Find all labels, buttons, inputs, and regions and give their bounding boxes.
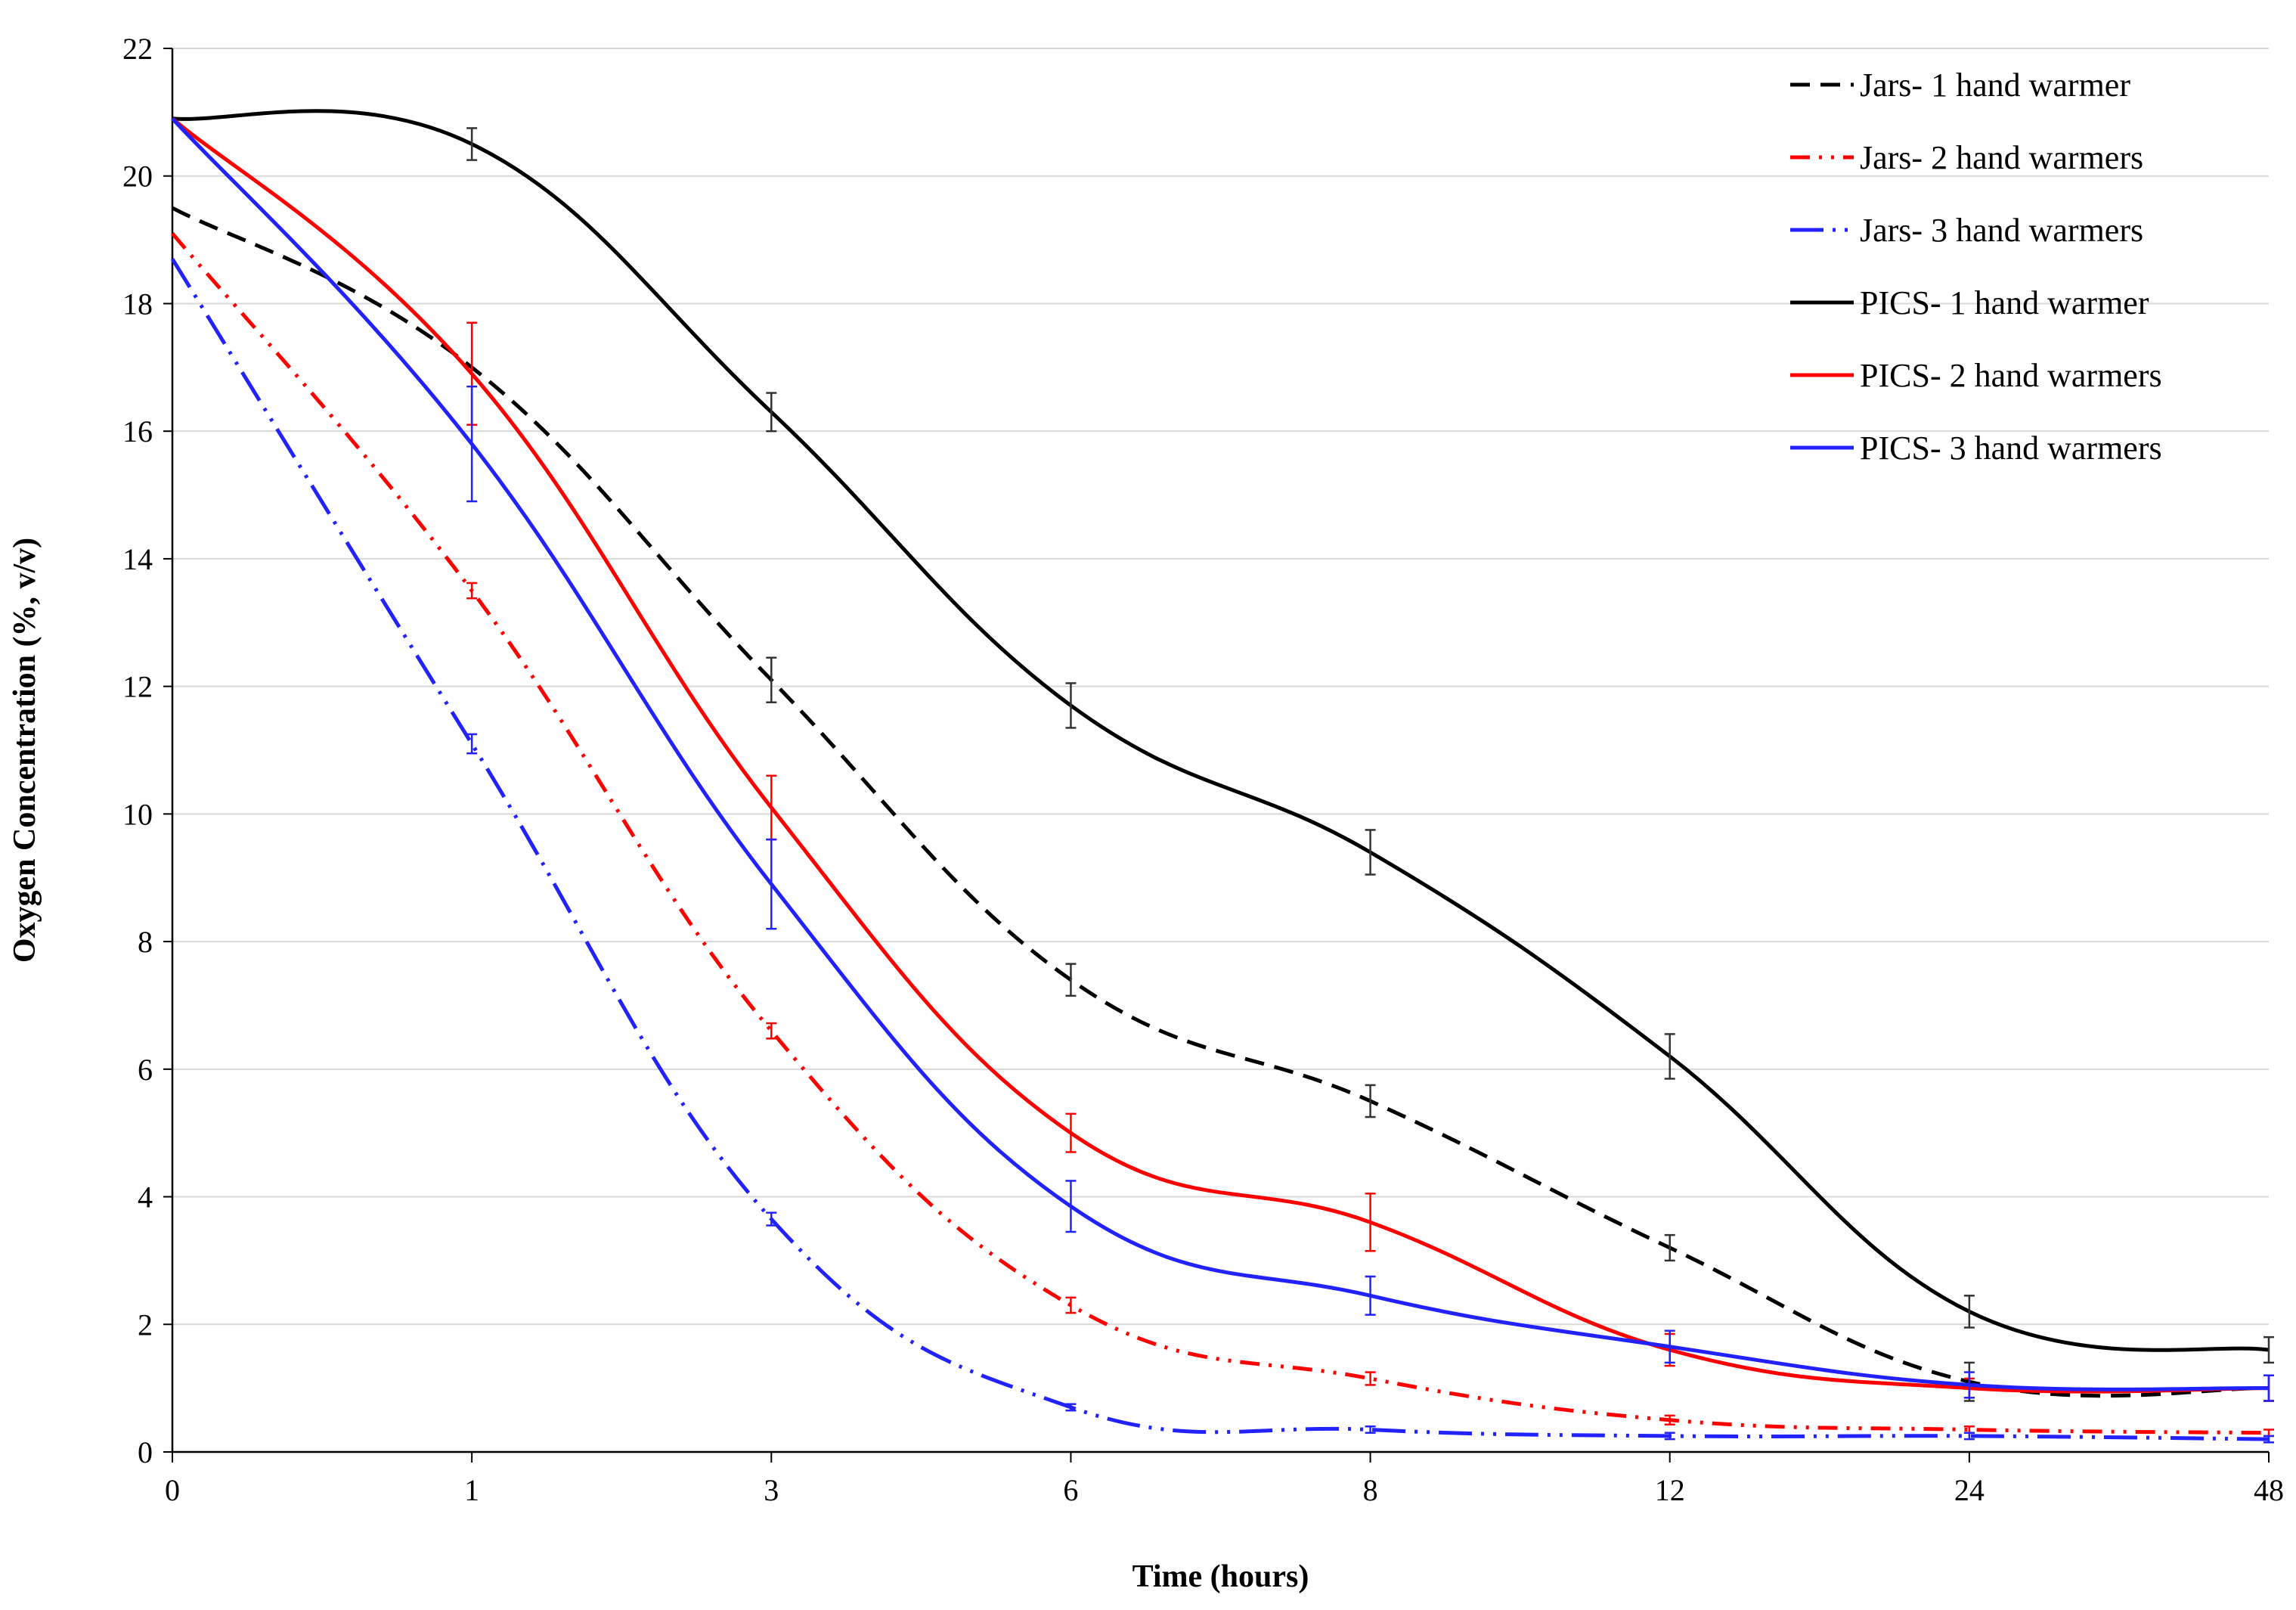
x-axis-title: Time (hours)	[1133, 1559, 1309, 1594]
error-bar-pics-1-hand-warmer-24	[1963, 1295, 1975, 1329]
error-bar-jars-3-hand-warmers-6	[1065, 1403, 1077, 1412]
x-tick-label-24: 24	[1954, 1473, 1985, 1507]
error-bar-pics-3-hand-warmers-12	[1664, 1329, 1675, 1364]
error-bar-jars-1-hand-warmer-6	[1065, 963, 1077, 997]
legend: Jars- 1 hand warmer Jars- 2 hand warmers J…	[1790, 67, 2162, 467]
error-bar-pics-2-hand-warmers-3	[766, 774, 777, 841]
x-tick-label-3: 3	[764, 1473, 779, 1507]
legend-item-pics-2-hand-warmers: PICS- 2 hand warmers	[1790, 357, 2162, 394]
error-bar-jars-3-hand-warmers-8	[1365, 1425, 1376, 1434]
x-tick-label-1: 1	[464, 1473, 479, 1507]
x-tick-label-48: 48	[2254, 1473, 2284, 1507]
error-bar-pics-2-hand-warmers-6	[1065, 1112, 1077, 1153]
error-bar-jars-3-hand-warmers-3	[766, 1211, 777, 1227]
error-bar-jars-2-hand-warmers-1	[466, 582, 478, 600]
series-line-pics-1-hand-warmer	[172, 109, 2270, 1352]
grid-lines	[172, 48, 2269, 1326]
error-bar-pics-1-hand-warmer-8	[1365, 829, 1376, 876]
error-bar-jars-2-hand-warmers-3	[766, 1022, 777, 1040]
error-bar-jars-3-hand-warmers-48	[2263, 1435, 2274, 1444]
error-bar-pics-1-hand-warmer-1	[466, 127, 478, 161]
error-bar-jars-3-hand-warmers-24	[1963, 1432, 1975, 1441]
error-bar-jars-3-hand-warmers-12	[1664, 1432, 1675, 1441]
error-bar-jars-1-hand-warmer-8	[1365, 1084, 1376, 1118]
error-bar-jars-3-hand-warmers-1	[466, 733, 478, 755]
error-bar-pics-1-hand-warmer-6	[1065, 682, 1077, 729]
y-tick-label-8: 8	[138, 925, 153, 959]
error-bar-pics-3-hand-warmers-24	[1963, 1371, 1975, 1399]
error-bar-jars-2-hand-warmers-6	[1065, 1296, 1077, 1314]
y-tick-label-6: 6	[138, 1053, 153, 1087]
error-bar-jars-2-hand-warmers-8	[1365, 1371, 1376, 1386]
error-bar-pics-3-hand-warmers-48	[2263, 1374, 2274, 1402]
series-line-pics-3-hand-warmers	[171, 117, 2270, 1391]
legend-item-jars-3-hand-warmers: Jars- 3 hand warmers	[1790, 212, 2143, 249]
x-tick-label-8: 8	[1363, 1473, 1378, 1507]
y-tick-label-4: 4	[138, 1180, 153, 1214]
axes	[163, 48, 2270, 1463]
series-lines	[170, 109, 2270, 1441]
error-bar-pics-1-hand-warmer-48	[2263, 1335, 2274, 1364]
legend-label: Jars- 1 hand warmer	[1860, 67, 2130, 104]
legend-label: PICS- 1 hand warmer	[1860, 284, 2149, 321]
y-tick-label-10: 10	[122, 797, 153, 831]
x-tick-label-0: 0	[165, 1473, 180, 1507]
y-tick-label-0: 0	[138, 1435, 153, 1469]
error-bar-jars-2-hand-warmers-12	[1664, 1414, 1675, 1425]
series-line-pics-2-hand-warmers	[171, 116, 2270, 1394]
x-tick-label-6: 6	[1063, 1473, 1078, 1507]
y-tick-label-16: 16	[122, 414, 153, 448]
legend-label: Jars- 2 hand warmers	[1860, 139, 2143, 176]
error-bar-pics-1-hand-warmer-12	[1664, 1033, 1675, 1080]
y-tick-label-12: 12	[122, 670, 153, 704]
y-tick-label-18: 18	[122, 287, 153, 321]
error-bar-jars-1-hand-warmer-12	[1664, 1233, 1675, 1262]
y-tick-label-22: 22	[122, 32, 153, 66]
y-tick-label-2: 2	[138, 1308, 153, 1342]
error-bar-pics-1-hand-warmer-3	[766, 392, 777, 433]
legend-item-jars-1-hand-warmer: Jars- 1 hand warmer	[1790, 67, 2130, 104]
error-bar-pics-3-hand-warmers-1	[466, 385, 478, 503]
series-line-jars-1-hand-warmer	[171, 206, 2270, 1398]
error-bar-pics-3-hand-warmers-3	[766, 838, 777, 930]
error-bar-jars-2-hand-warmers-48	[2263, 1429, 2274, 1438]
legend-item-jars-2-hand-warmers: Jars- 2 hand warmers	[1790, 139, 2143, 176]
error-bars	[466, 127, 2274, 1444]
y-tick-label-20: 20	[122, 160, 153, 194]
legend-label: Jars- 3 hand warmers	[1860, 212, 2143, 249]
error-bar-jars-1-hand-warmer-3	[766, 656, 777, 703]
legend-item-pics-3-hand-warmers: PICS- 3 hand warmers	[1790, 430, 2162, 467]
y-axis-title: Oxygen Concentration (%, v/v)	[8, 538, 42, 963]
series-line-jars-2-hand-warmers	[171, 232, 2270, 1435]
error-bar-pics-2-hand-warmers-8	[1365, 1193, 1376, 1252]
x-tick-label-12: 12	[1655, 1473, 1685, 1507]
legend-label: PICS- 3 hand warmers	[1860, 430, 2162, 467]
legend-item-pics-1-hand-warmer: PICS- 1 hand warmer	[1790, 284, 2149, 321]
error-bar-pics-3-hand-warmers-6	[1065, 1180, 1077, 1233]
y-tick-label-14: 14	[122, 542, 153, 576]
legend-label: PICS- 2 hand warmers	[1860, 357, 2162, 394]
error-bar-pics-3-hand-warmers-8	[1365, 1275, 1376, 1316]
